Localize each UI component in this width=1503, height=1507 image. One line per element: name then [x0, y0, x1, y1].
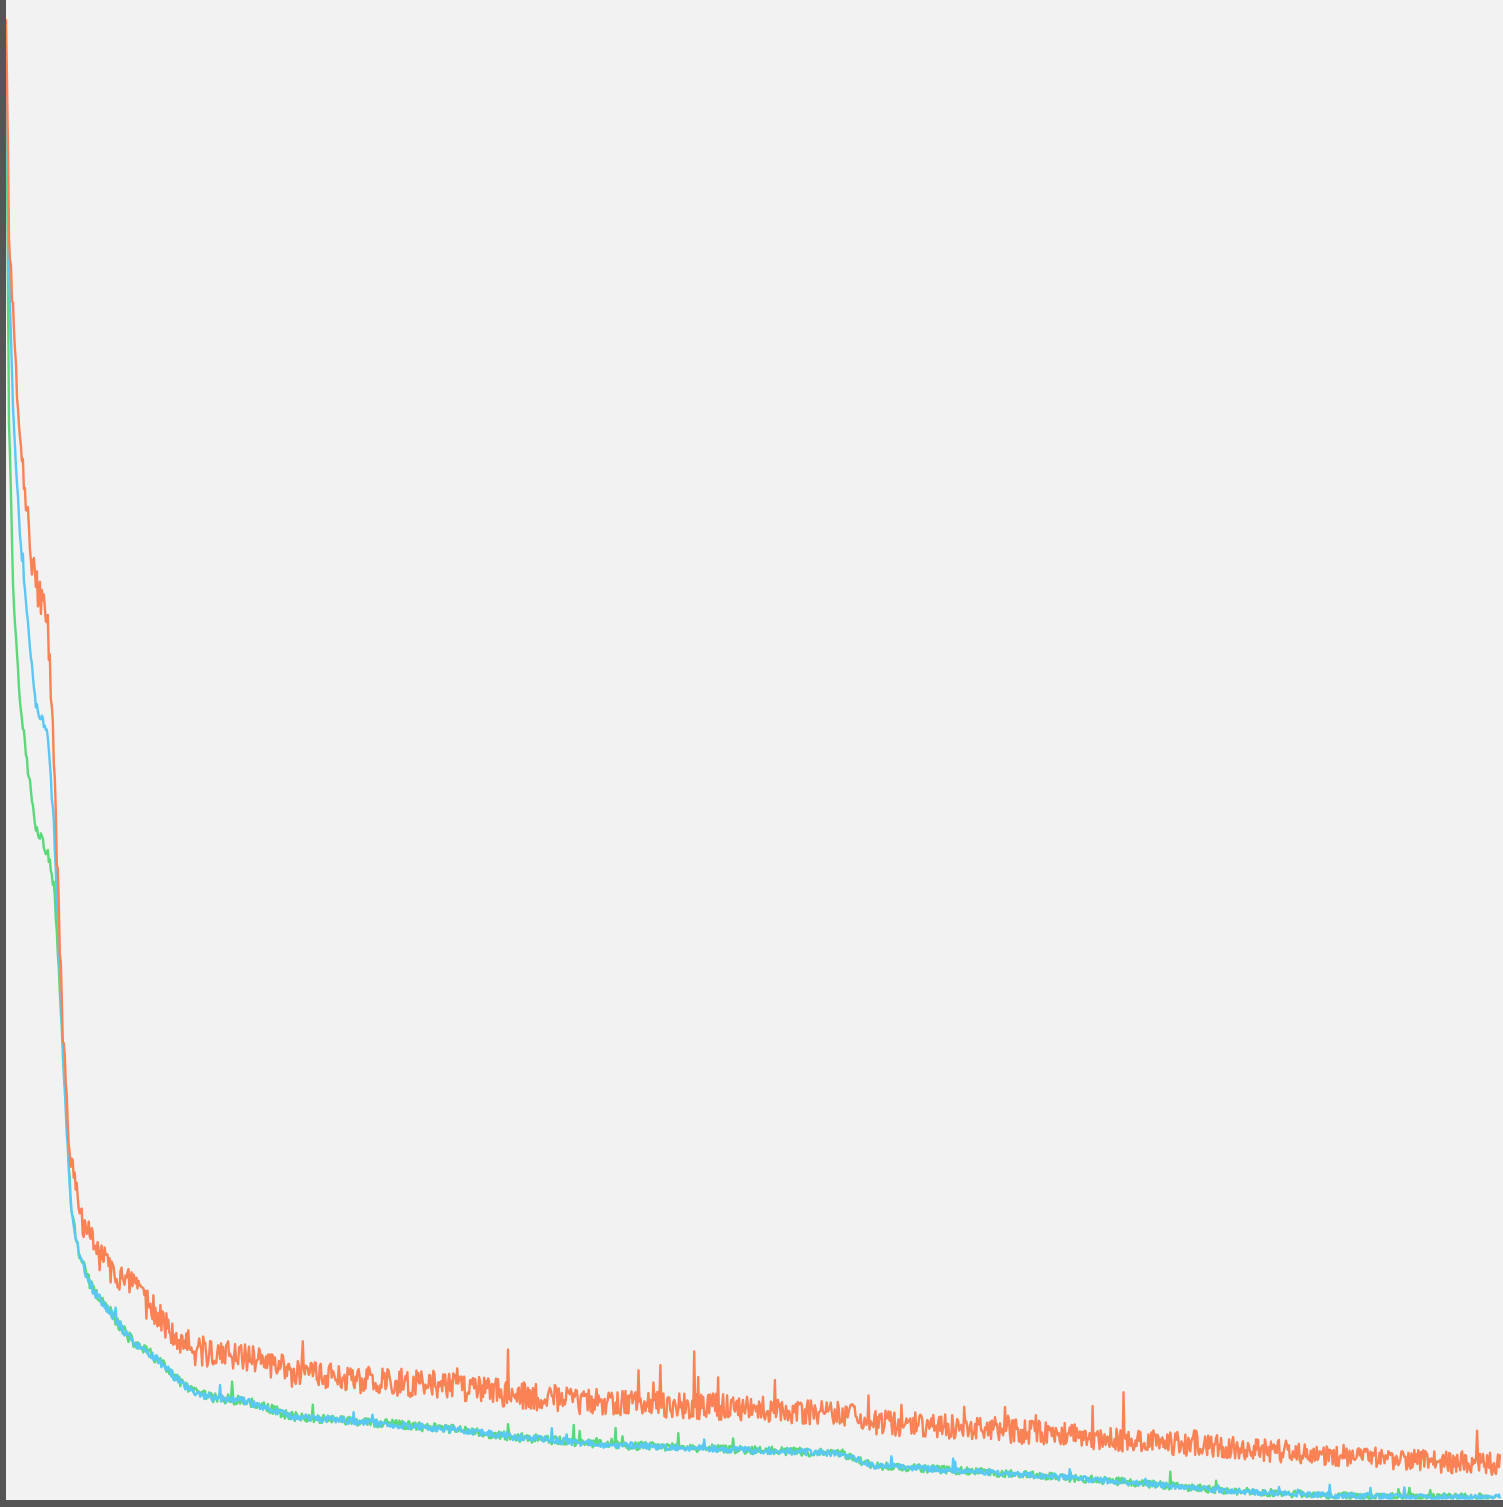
- y-axis-line: [0, 0, 6, 1507]
- x-axis-line: [0, 1500, 1503, 1507]
- series-layer: [4, 19, 1502, 1500]
- series-line-2: [4, 31, 1502, 1500]
- series-line-3: [4, 19, 1502, 1476]
